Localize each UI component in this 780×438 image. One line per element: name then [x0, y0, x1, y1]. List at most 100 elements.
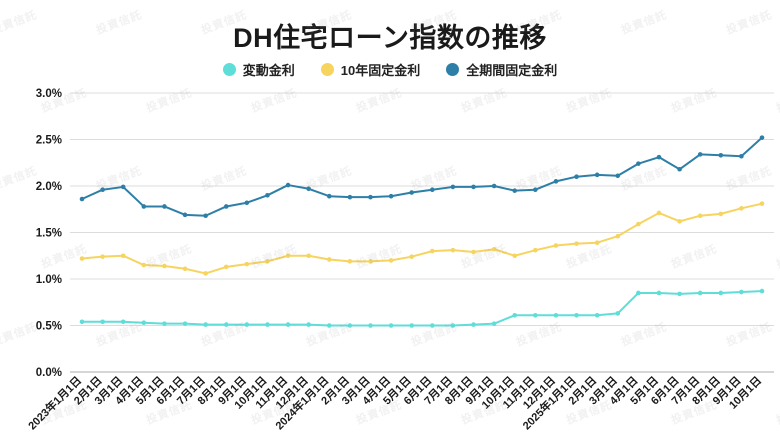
data-point-marker [100, 254, 105, 259]
data-point-marker [347, 194, 353, 200]
data-point-marker [656, 210, 662, 216]
data-point-marker [120, 253, 126, 259]
data-point-marker [594, 312, 600, 318]
data-point-marker [79, 319, 85, 325]
data-point-marker [656, 290, 662, 296]
data-point-marker [203, 322, 208, 327]
series-line-3 [81, 136, 763, 217]
data-point-marker [533, 312, 538, 318]
data-point-marker [615, 311, 621, 316]
data-point-marker [244, 322, 250, 327]
data-point-marker [162, 263, 167, 269]
data-point-marker [430, 248, 435, 254]
data-point-marker [244, 261, 250, 267]
data-point-marker [759, 135, 765, 140]
data-point-marker [409, 323, 414, 328]
data-point-marker [739, 206, 744, 211]
legend-item-hendou[interactable]: 変動金利 [222, 60, 295, 79]
data-point-marker [368, 259, 373, 264]
legend-item-zenkikan[interactable]: 全期間固定金利 [446, 60, 557, 79]
data-point-marker [388, 323, 394, 328]
data-point-marker [759, 288, 765, 294]
legend-item-label: 全期間固定金利 [466, 63, 558, 78]
data-point-marker [553, 243, 559, 248]
data-point-marker [677, 291, 682, 297]
data-point-marker [182, 266, 188, 272]
data-point-marker [594, 172, 600, 178]
data-point-marker [265, 193, 270, 198]
data-point-marker [326, 323, 332, 328]
data-point-marker [533, 247, 538, 253]
data-point-marker [100, 187, 105, 193]
data-point-marker [120, 184, 126, 190]
y-axis-tick-label: 1.0% [36, 274, 62, 286]
data-point-marker [347, 323, 353, 328]
y-axis-tick-label: 0.5% [36, 321, 62, 333]
data-point-marker [594, 240, 600, 246]
data-point-marker [162, 321, 167, 326]
data-point-marker [430, 187, 435, 193]
data-point-marker [223, 322, 229, 327]
legend-item-kotei10[interactable]: 10年固定金利 [320, 60, 421, 79]
data-point-marker [512, 312, 518, 318]
data-point-marker [347, 259, 353, 264]
data-point-marker [677, 219, 682, 224]
data-point-marker [223, 264, 229, 270]
data-point-marker [718, 153, 724, 158]
data-point-marker [182, 321, 188, 326]
data-point-marker [100, 319, 105, 325]
data-point-marker [697, 152, 703, 157]
data-point-marker [450, 323, 456, 328]
data-point-marker [285, 322, 291, 327]
data-point-marker [471, 184, 476, 190]
data-point-marker [471, 249, 476, 255]
data-point-marker [141, 320, 147, 326]
data-point-marker [450, 247, 456, 253]
data-point-marker [615, 173, 621, 179]
legend-swatch-icon [320, 63, 334, 76]
data-point-marker [574, 312, 579, 318]
data-point-marker [120, 319, 126, 325]
legend-swatch-icon [446, 63, 460, 76]
data-point-marker [512, 253, 518, 259]
data-point-marker [759, 201, 765, 206]
data-point-marker [388, 193, 394, 199]
data-point-marker [512, 188, 518, 193]
data-point-marker [79, 256, 85, 261]
data-point-marker [718, 211, 724, 217]
data-point-marker [491, 321, 497, 326]
y-axis-tick-label: 1.5% [36, 228, 62, 240]
data-point-marker [491, 246, 497, 252]
y-axis-tick-label: 3.0% [36, 88, 62, 100]
data-point-marker [574, 174, 579, 179]
legend-swatch-icon [222, 63, 236, 76]
data-point-marker [430, 323, 435, 328]
chart-title: DH住宅ローン指数の推移 [233, 23, 547, 53]
data-point-marker [388, 258, 394, 263]
legend-item-label: 変動金利 [242, 63, 295, 78]
data-point-marker [265, 322, 270, 327]
data-point-marker [326, 193, 332, 199]
data-point-marker [574, 241, 579, 246]
data-point-marker [471, 322, 476, 327]
data-point-marker [326, 257, 332, 262]
data-point-marker [368, 323, 373, 328]
series-line-2 [81, 202, 763, 275]
data-point-marker [450, 184, 456, 190]
data-point-marker [697, 213, 703, 219]
series-line-1 [81, 290, 763, 327]
data-point-marker [285, 253, 291, 259]
data-point-marker [409, 254, 414, 259]
data-point-marker [636, 161, 641, 166]
data-point-marker [203, 271, 208, 276]
data-point-marker [141, 204, 147, 209]
data-point-marker [306, 186, 311, 192]
legend-item-label: 10年固定金利 [340, 63, 421, 78]
data-point-marker [203, 213, 208, 219]
data-point-marker [182, 212, 188, 218]
chart-legend: 変動金利 10年固定金利 全期間固定金利 [0, 60, 780, 79]
data-point-marker [79, 196, 85, 202]
data-point-marker [636, 221, 641, 227]
